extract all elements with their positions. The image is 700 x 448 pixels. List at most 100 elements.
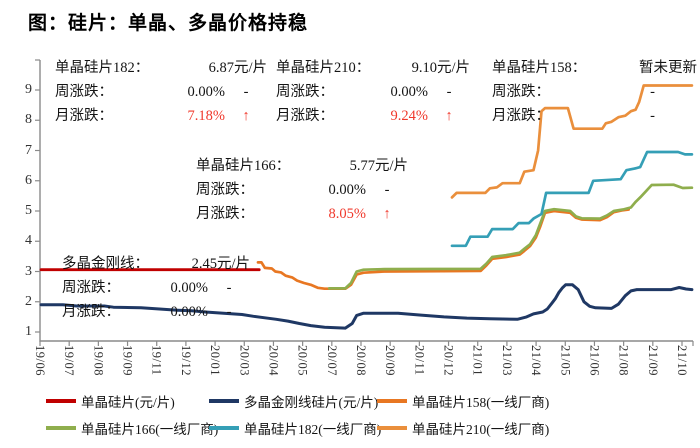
annotation-text: - — [650, 108, 655, 124]
series-line — [327, 183, 694, 290]
x-axis-label: 19/12 — [178, 345, 193, 376]
x-axis-label: 21/01 — [470, 345, 485, 376]
y-axis-label: 6 — [25, 172, 32, 188]
x-axis-label: 21/03 — [499, 345, 514, 376]
x-axis-label: 19/09 — [120, 345, 135, 376]
x-axis-label: 19/06 — [33, 345, 47, 376]
annotation-title-label: 单晶硅片182： — [55, 60, 150, 76]
annotation-mono-182: 单晶硅片182： 6.87元/片周涨跌： 0.00% - 月涨跌： 7.18% ↑ — [55, 56, 267, 128]
x-axis-label: 20/07 — [324, 345, 339, 376]
annotation-text: 月涨跌： — [276, 108, 334, 124]
legend-label: 单晶硅片(元/片) — [81, 395, 175, 410]
x-axis-label: 20/05 — [295, 345, 310, 376]
legend-line-swatch — [377, 426, 407, 430]
x-axis-label: 21/10 — [675, 345, 689, 376]
annotation-title-value: 5.77元/片 — [349, 158, 408, 174]
series-line — [450, 150, 694, 248]
legend-item: 单晶硅片166(一线厂商) — [46, 418, 218, 438]
legend-item: 单晶硅片182(一线厂商) — [209, 418, 381, 438]
x-axis-label: 20/04 — [266, 345, 281, 376]
annotation-text: 周涨跌： — [276, 84, 334, 100]
annotation-text: 月涨跌： — [196, 206, 254, 222]
annotation-text: 0.00% — [328, 182, 366, 198]
annotation-title-value: 6.87元/片 — [208, 60, 267, 76]
annotation-text: 7.18% — [187, 108, 225, 124]
annotation-title-label: 单晶硅片210： — [276, 60, 371, 76]
x-axis-label: 21/04 — [529, 345, 544, 376]
annotation-text: - — [226, 304, 232, 320]
x-axis-label: 20/03 — [237, 345, 252, 376]
annotation-mono-166: 单晶硅片166： 5.77元/片周涨跌： 0.00% - 月涨跌： 8.05% ↑ — [196, 154, 408, 226]
annotation-text: - — [226, 280, 232, 296]
legend-item: 单晶硅片158(一线厂商) — [377, 391, 694, 411]
annotation-text: ↑ — [242, 108, 250, 124]
annotation-text: 0.00% — [390, 84, 428, 100]
annotation-text: 0.00% — [170, 280, 208, 296]
annotation-text: - — [446, 84, 452, 100]
y-axis-label: 3 — [25, 263, 32, 279]
x-axis-label: 20/01 — [208, 345, 223, 376]
annotation-text: 周涨跌： — [492, 84, 550, 100]
legend-label: 多晶金刚线硅片(元/片) — [244, 395, 379, 410]
annotation-text: 月涨跌： — [55, 108, 113, 124]
annotation-text: 周涨跌： — [55, 84, 113, 100]
annotation-text: 月涨跌： — [62, 304, 120, 320]
x-axis-label: 21/08 — [616, 345, 631, 376]
x-axis-label: 20/08 — [354, 345, 368, 376]
x-axis-label: 19/11 — [149, 345, 164, 376]
annotation-title-label: 单晶硅片158： — [492, 60, 587, 76]
legend-label: 单晶硅片166(一线厂商) — [81, 422, 219, 437]
annotation-text: - — [384, 182, 390, 198]
legend-label: 单晶硅片210(一线厂商) — [412, 422, 550, 437]
annotation-text: 0.00% — [187, 84, 225, 100]
x-axis-label: 21/06 — [587, 345, 602, 376]
y-axis-label: 8 — [25, 112, 32, 128]
legend-label: 单晶硅片158(一线厂商) — [412, 395, 550, 410]
annotation-mono-158: 单晶硅片158： 暂未更新周涨跌： - 月涨跌： - — [492, 56, 697, 128]
y-axis-label: 9 — [25, 82, 32, 97]
annotation-text: - — [243, 84, 249, 100]
y-axis-label: 7 — [25, 142, 32, 158]
annotation-title-value: 9.10元/片 — [411, 60, 470, 76]
y-axis-label: 2 — [25, 293, 32, 309]
series-line — [450, 84, 694, 199]
annotation-text: 月涨跌： — [492, 108, 550, 124]
y-axis-label: 5 — [25, 203, 32, 218]
annotation-text: 周涨跌： — [62, 280, 120, 296]
legend-line-swatch — [209, 426, 239, 430]
x-axis-label: 21/09 — [645, 345, 660, 376]
annotation-mono-210: 单晶硅片210： 9.10元/片周涨跌： 0.00% - 月涨跌： 9.24% ↑ — [276, 56, 470, 128]
legend-line-swatch — [209, 399, 239, 403]
y-axis-label: 1 — [25, 324, 32, 339]
y-axis-label: 4 — [25, 233, 32, 249]
legend-line-swatch — [46, 399, 76, 403]
legend-item: 多晶金刚线硅片(元/片) — [209, 391, 379, 411]
series-line — [39, 283, 694, 330]
legend-line-swatch — [46, 426, 76, 430]
annotation-text: ↑ — [445, 108, 453, 124]
x-axis-label: 20/09 — [383, 345, 398, 376]
annotation-title-value: 2.45元/片 — [191, 256, 250, 272]
x-axis-label: 19/07 — [62, 345, 77, 376]
annotation-text: ↑ — [383, 206, 391, 222]
page-title: 图：硅片：单晶、多晶价格持稳 — [28, 13, 309, 34]
x-axis-label: 20/11 — [412, 345, 427, 376]
annotation-text: 0.00% — [170, 304, 208, 320]
annotation-text: 周涨跌： — [196, 182, 254, 198]
annotation-title-label: 单晶硅片166： — [196, 158, 291, 174]
legend-item: 单晶硅片(元/片) — [46, 391, 209, 411]
annotation-text: 8.05% — [328, 206, 366, 222]
x-axis-label: 19/08 — [91, 345, 106, 376]
annotation-text: - — [650, 84, 655, 100]
x-axis-label: 20/12 — [441, 345, 456, 376]
legend: 单晶硅片(元/片) 多晶金刚线硅片(元/片) 单晶硅片158(一线厂商) 单晶硅片16… — [46, 391, 694, 438]
legend-label: 单晶硅片182(一线厂商) — [244, 422, 382, 437]
annotation-title-label: 多晶金刚线： — [62, 256, 149, 272]
legend-line-swatch — [377, 399, 407, 403]
annotation-text: 9.24% — [390, 108, 428, 124]
annotation-title-value: 暂未更新 — [639, 60, 697, 76]
x-axis-label: 21/05 — [558, 345, 573, 376]
legend-item: 单晶硅片210(一线厂商) — [377, 418, 694, 438]
